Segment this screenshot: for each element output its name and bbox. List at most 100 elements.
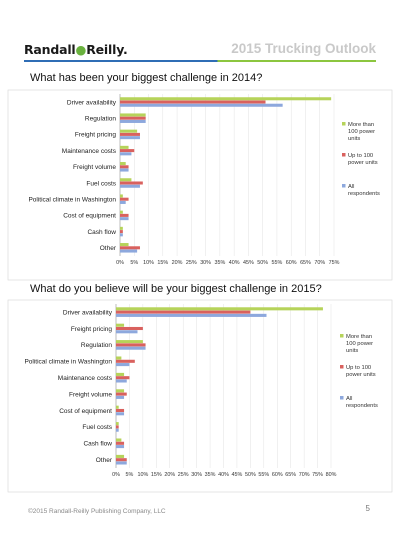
- category-label: Cash flow: [83, 441, 112, 448]
- bar-small: [120, 213, 129, 217]
- logo-name: Randall: [24, 42, 76, 57]
- legend-label: Up to 100: [346, 365, 371, 371]
- bar-all: [120, 136, 140, 140]
- x-tick-label: 75%: [329, 260, 340, 266]
- legend-label: respondents: [348, 191, 380, 197]
- x-tick-label: 5%: [126, 472, 134, 478]
- x-tick-label: 15%: [157, 260, 168, 266]
- x-tick-label: 45%: [243, 260, 254, 266]
- legend-label: 100 power: [346, 341, 373, 347]
- x-tick-label: 35%: [214, 260, 225, 266]
- bar-all: [120, 184, 140, 188]
- bar-all: [120, 152, 132, 156]
- legend-label: power units: [348, 160, 378, 166]
- legend-swatch-large: [340, 334, 344, 338]
- bar-all: [120, 103, 283, 107]
- category-label: Freight pricing: [71, 326, 113, 333]
- bar-all: [116, 363, 130, 367]
- bar-small: [116, 326, 143, 331]
- bar-small: [116, 425, 119, 429]
- bar-large: [120, 210, 123, 214]
- chart-2015: 0% 5% 10% 15% 20% 25% 30% 35% 40% 45% 50% 55% 60% 65%…: [4, 298, 396, 493]
- bar-small: [116, 392, 127, 396]
- legend-swatch-all: [340, 396, 344, 400]
- bar-large: [116, 323, 125, 327]
- bar-large: [120, 178, 132, 182]
- page-number: 5: [365, 504, 370, 513]
- bar-large: [116, 405, 119, 409]
- category-label: Maintenance costs: [58, 375, 113, 382]
- chart-2014: 0% 5% 10% 15% 20% 25% 30% 35% 40% 45% 50% 55% 60% 65%…: [4, 88, 396, 281]
- x-tick-label: 75%: [312, 472, 323, 478]
- x-tick-label: 15%: [151, 472, 162, 478]
- legend-label: All: [348, 184, 354, 190]
- bar-all: [120, 168, 129, 172]
- bar-large: [116, 340, 143, 344]
- bar-all: [116, 428, 119, 432]
- logo-name-2: Reilly: [86, 42, 123, 57]
- x-tick-label: 30%: [191, 472, 202, 478]
- chart-2015-svg: 0% 5% 10% 15% 20% 25% 30% 35% 40% 45% 50% 55% 60% 65%…: [7, 299, 393, 493]
- bar-all: [116, 313, 267, 317]
- x-tick-label: 65%: [285, 472, 296, 478]
- bar-all: [120, 233, 123, 237]
- category-label: Other: [100, 245, 117, 252]
- legend-label: units: [346, 348, 358, 354]
- bar-small: [120, 181, 143, 185]
- randall-reilly-logo: Randall●Reilly.: [24, 42, 128, 57]
- x-tick-label: 20%: [164, 472, 175, 478]
- bar-all: [116, 461, 127, 465]
- x-tick-label: 65%: [300, 260, 311, 266]
- x-tick-label: 45%: [232, 472, 243, 478]
- bar-large: [116, 307, 323, 311]
- x-tick-label: 60%: [272, 472, 283, 478]
- bar-small: [116, 343, 146, 347]
- category-label: Regulation: [85, 116, 116, 123]
- x-tick-label: 20%: [172, 260, 183, 266]
- category-label: Driver availability: [67, 99, 117, 106]
- chart-frame: [7, 89, 393, 281]
- legend-label: power units: [346, 372, 376, 378]
- bar-all: [120, 200, 126, 204]
- x-tick-label: 25%: [186, 260, 197, 266]
- bar-small: [120, 116, 146, 120]
- bar-large: [120, 226, 123, 230]
- bar-small: [116, 310, 251, 314]
- bar-all: [116, 379, 127, 383]
- category-label: Driver availability: [63, 309, 113, 316]
- category-label: Fuel costs: [86, 180, 116, 187]
- x-tick-label: 50%: [257, 260, 268, 266]
- bar-small: [120, 197, 129, 201]
- legend-swatch-all: [342, 184, 346, 188]
- bar-large: [116, 454, 125, 458]
- document-title: 2015 Trucking Outlook: [231, 41, 376, 56]
- bar-small: [116, 408, 125, 413]
- legend-swatch-small: [340, 365, 344, 369]
- legend-label: All: [346, 396, 352, 402]
- bar-all: [116, 346, 146, 350]
- category-label: Freight volume: [69, 391, 112, 398]
- x-tick-label: 25%: [178, 472, 189, 478]
- x-tick-label: 60%: [286, 260, 297, 266]
- legend-label: More than: [348, 122, 374, 128]
- bar-large: [120, 162, 126, 166]
- logo-tm: .: [123, 42, 128, 57]
- x-tick-label: 35%: [205, 472, 216, 478]
- x-tick-label: 10%: [137, 472, 148, 478]
- bar-large: [116, 356, 122, 360]
- bar-large: [120, 243, 129, 247]
- bar-small: [120, 246, 140, 250]
- legend-label: 100 power: [348, 129, 375, 135]
- category-label: Freight pricing: [75, 132, 117, 139]
- bar-small: [116, 441, 125, 445]
- chart-frame: [7, 299, 393, 493]
- question-2015: What do you believe will be your biggest…: [30, 283, 322, 295]
- question-2014: What has been your biggest challenge in …: [30, 72, 263, 84]
- legend-label: respondents: [346, 403, 378, 409]
- bar-small: [116, 359, 135, 363]
- chart-2014-svg: 0% 5% 10% 15% 20% 25% 30% 35% 40% 45% 50% 55% 60% 65%…: [7, 89, 393, 281]
- bar-small: [116, 458, 127, 462]
- logo-dot-icon: ●: [75, 42, 87, 57]
- bar-small: [120, 230, 123, 234]
- x-tick-label: 40%: [229, 260, 240, 266]
